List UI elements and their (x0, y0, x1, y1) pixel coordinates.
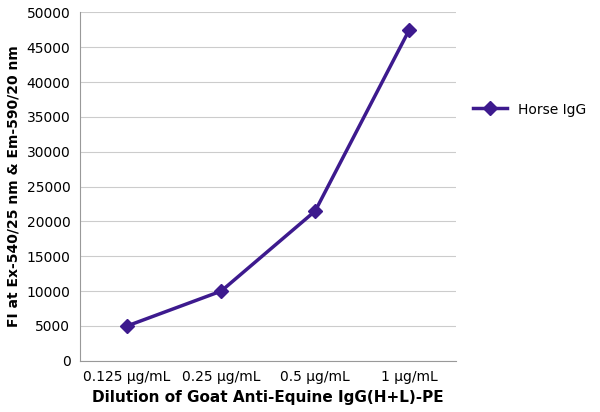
Horse IgG (218, 289, 225, 294)
Legend: Horse IgG: Horse IgG (467, 97, 592, 122)
X-axis label: Dilution of Goat Anti-Equine IgG(H+L)-PE: Dilution of Goat Anti-Equine IgG(H+L)-PE (92, 390, 444, 405)
Line: Horse IgG: Horse IgG (122, 25, 414, 331)
Y-axis label: FI at Ex-540/25 nm & Em-590/20 nm: FI at Ex-540/25 nm & Em-590/20 nm (7, 46, 21, 328)
Horse IgG (406, 27, 413, 32)
Horse IgG (311, 208, 319, 213)
Horse IgG (124, 323, 131, 328)
